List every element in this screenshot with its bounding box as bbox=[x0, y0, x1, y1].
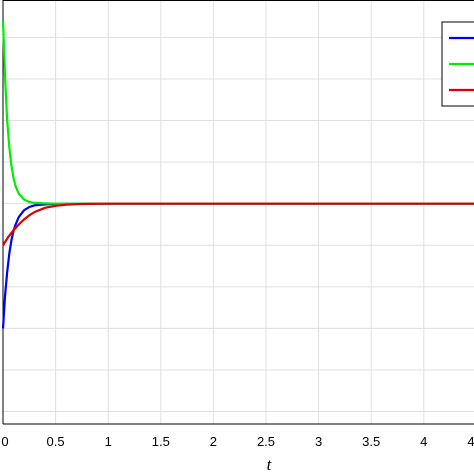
series-line-1 bbox=[1, 202, 474, 329]
legend bbox=[441, 21, 474, 107]
x-tick-label: 4 bbox=[420, 434, 427, 449]
grid bbox=[2, 0, 474, 425]
x-tick-label: 1 bbox=[105, 434, 112, 449]
x-axis-label: t bbox=[267, 455, 273, 474]
x-tick-label: 4.5 bbox=[467, 434, 474, 449]
x-tick-label: 0.5 bbox=[47, 434, 65, 449]
x-tick-label: 3 bbox=[315, 434, 322, 449]
series-line-2 bbox=[1, 20, 474, 205]
x-tick-label: 2.5 bbox=[257, 434, 275, 449]
x-tick-label: 3.5 bbox=[362, 434, 380, 449]
series-line-3 bbox=[2, 202, 474, 246]
x-tick-label: 2 bbox=[210, 434, 217, 449]
x-tick-labels: 0 0.5 1 1.5 2 2.5 3 3.5 4 4.5 bbox=[1, 434, 474, 449]
plot-lines bbox=[1, 20, 474, 329]
x-tick-label: 0 bbox=[1, 434, 8, 449]
x-tick-label: 1.5 bbox=[152, 434, 170, 449]
